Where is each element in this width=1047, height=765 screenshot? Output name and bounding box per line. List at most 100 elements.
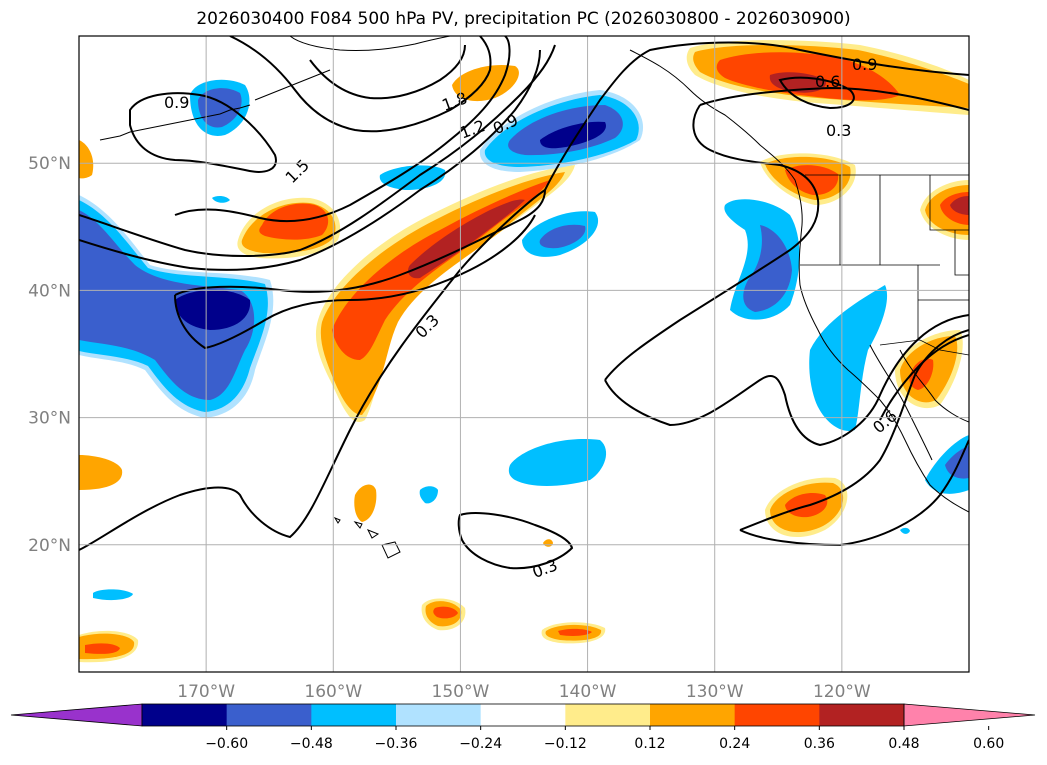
contour-1.8-inner bbox=[309, 44, 466, 100]
contour-0.9-main bbox=[79, 44, 556, 257]
lon-label: 120°W bbox=[813, 682, 871, 702]
colorbar-frame bbox=[141, 703, 905, 727]
colorbar-labels: −0.60 −0.48 −0.36 −0.24 −0.12 0.12 0.24 0.36 0.4… bbox=[205, 736, 1004, 752]
colorbar-label: 0.60 bbox=[973, 736, 1004, 752]
contour-label-7: 0.9 bbox=[852, 55, 877, 74]
colorbar-segment bbox=[734, 704, 820, 726]
shade-gulf-navy bbox=[540, 121, 606, 149]
colorbar-segment bbox=[142, 704, 228, 726]
shade-blue-mid bbox=[508, 439, 607, 486]
contour-0.6-loop bbox=[604, 314, 969, 447]
colorbar-segment bbox=[396, 704, 482, 726]
lon-label: 140°W bbox=[559, 682, 617, 702]
lon-label: 170°W bbox=[177, 682, 235, 702]
colorbar-label: −0.12 bbox=[544, 736, 587, 752]
shade-blue-tiny-4 bbox=[900, 527, 910, 534]
lon-label: 130°W bbox=[686, 682, 744, 702]
shade-tiny-orange bbox=[543, 539, 553, 547]
contour-1.8 bbox=[229, 36, 492, 133]
border-us-mexico bbox=[879, 339, 969, 356]
latitude-labels: 20°N 30°N 40°N 50°N bbox=[28, 154, 71, 556]
lat-label: 50°N bbox=[28, 154, 71, 174]
shade-west-blue bbox=[79, 210, 255, 400]
coastlines bbox=[99, 36, 969, 513]
shade-blue-tiny-2 bbox=[93, 589, 133, 601]
shade-b2-red bbox=[558, 628, 592, 636]
contour-0.9-westloop bbox=[174, 214, 536, 350]
contour-0.6-top bbox=[778, 76, 855, 110]
shade-blue-small-2b bbox=[539, 224, 586, 249]
contour-1.5 bbox=[174, 36, 511, 223]
island-hawaii-2 bbox=[353, 521, 363, 529]
borders bbox=[800, 174, 969, 356]
contour-label-3: 1.2 bbox=[457, 116, 487, 143]
colorbar-segment bbox=[480, 704, 566, 726]
shade-left-orange bbox=[79, 455, 123, 490]
islands bbox=[333, 516, 401, 559]
colorbar-extend-max bbox=[903, 703, 1036, 727]
colorbar-label: −0.24 bbox=[459, 736, 502, 752]
contour-label-9: 0.3 bbox=[412, 311, 443, 342]
contour-label-6: 0.6 bbox=[815, 72, 840, 91]
colorbar-label: 0.24 bbox=[719, 736, 750, 752]
colorbar-label: 0.48 bbox=[888, 736, 919, 752]
shade-blue-tiny-3 bbox=[212, 195, 230, 203]
shade-hawaii bbox=[354, 484, 377, 522]
island-hawaii-3 bbox=[366, 529, 380, 539]
shade-mex-red bbox=[909, 358, 934, 390]
contour-0.3-north bbox=[544, 41, 969, 191]
contour-0.3-east2 bbox=[739, 439, 969, 547]
colorbar-segment bbox=[226, 704, 312, 726]
shade-blue-tiny-1 bbox=[419, 486, 438, 504]
coastline-aleutians-2 bbox=[254, 69, 331, 101]
longitude-labels: 170°W 160°W 150°W 140°W 130°W 120°W bbox=[177, 682, 871, 702]
contour-label-1: 0.9 bbox=[164, 93, 189, 112]
colorbar-label: 0.12 bbox=[634, 736, 665, 752]
shade-bl-red bbox=[85, 643, 120, 654]
coastline-alaska bbox=[289, 36, 451, 52]
contour-0.9-nw bbox=[129, 92, 277, 173]
map-area: 0.9 1.8 1.2 0.9 1.5 0.6 0.9 0.3 0.3 0.6 … bbox=[79, 36, 969, 672]
lat-label: 30°N bbox=[28, 409, 71, 429]
contour-right-mex bbox=[879, 334, 969, 421]
contour-label-5: 1.5 bbox=[282, 156, 313, 187]
colorbar-label: −0.48 bbox=[290, 736, 333, 752]
island-hawaii-big bbox=[381, 541, 401, 559]
colorbar-label: −0.36 bbox=[375, 736, 418, 752]
contour-label-10: 0.6 bbox=[869, 406, 901, 437]
precipitation-shading bbox=[79, 40, 969, 663]
contour-0.9-top bbox=[699, 86, 969, 111]
colorbar bbox=[10, 703, 1036, 730]
shade-west-navy bbox=[175, 289, 251, 330]
colorbar-label: −0.60 bbox=[205, 736, 248, 752]
map-frame bbox=[78, 35, 970, 673]
border-states-5 bbox=[929, 175, 969, 231]
shade-mex-lightblue bbox=[809, 285, 888, 431]
colorbar-segment bbox=[650, 704, 736, 726]
shade-b1-red bbox=[433, 606, 458, 619]
island-hawaii-1 bbox=[333, 516, 341, 524]
shade-band-red bbox=[332, 180, 550, 360]
contour-0.3-south bbox=[457, 512, 574, 570]
page-title: 2026030400 F084 500 hPa PV, precipitatio… bbox=[196, 9, 851, 29]
border-states-6 bbox=[954, 230, 969, 276]
contour-label-8: 0.3 bbox=[826, 121, 851, 140]
colorbar-segment bbox=[819, 704, 905, 726]
lon-label: 150°W bbox=[432, 682, 490, 702]
lon-label: 160°W bbox=[304, 682, 362, 702]
lat-label: 20°N bbox=[28, 536, 71, 556]
gridlines bbox=[79, 36, 969, 672]
shade-blob-b bbox=[452, 64, 519, 102]
shade-left-top-orange bbox=[79, 140, 94, 179]
shade-blue-small-1 bbox=[379, 165, 446, 190]
contour-1.2 bbox=[79, 49, 541, 271]
shade-band-orange bbox=[320, 172, 565, 415]
lat-label: 40°N bbox=[28, 281, 71, 301]
colorbar-extend-min bbox=[10, 703, 143, 727]
coastline-bc bbox=[629, 49, 803, 226]
contour-0.6-east bbox=[604, 104, 820, 381]
colorbar-label: 0.36 bbox=[804, 736, 835, 752]
shade-redge-darkred bbox=[950, 196, 969, 215]
contour-0.9-west bbox=[174, 189, 546, 296]
